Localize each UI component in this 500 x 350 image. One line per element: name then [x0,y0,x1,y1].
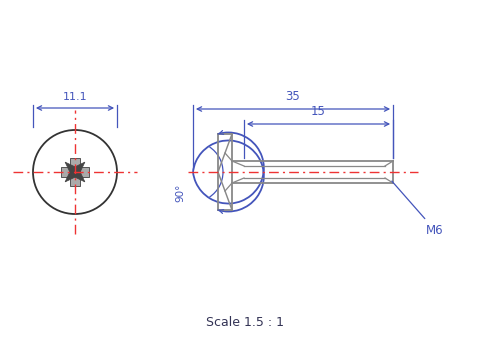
Text: Scale 1.5 : 1: Scale 1.5 : 1 [206,315,284,329]
Polygon shape [65,168,78,182]
Text: 15: 15 [311,105,326,118]
Text: 35: 35 [286,90,300,103]
Polygon shape [65,162,78,176]
Bar [70,158,80,186]
Text: 11.1: 11.1 [62,92,88,102]
Polygon shape [72,162,85,176]
Polygon shape [72,168,85,182]
Text: 90°: 90° [175,184,185,202]
Bar [61,167,89,177]
Text: M6: M6 [392,181,444,237]
